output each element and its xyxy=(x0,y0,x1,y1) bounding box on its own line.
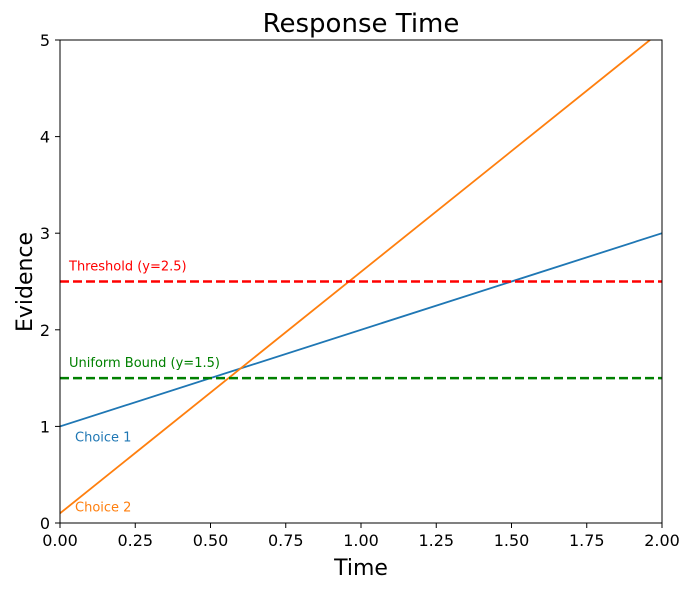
reference-line-label: Threshold (y=2.5) xyxy=(68,260,187,275)
x-tick-label: 1.50 xyxy=(494,531,530,550)
x-axis-label: Time xyxy=(333,556,388,581)
y-axis-label: Evidence xyxy=(13,232,38,332)
x-tick-label: 0.75 xyxy=(268,531,304,550)
x-tick-label: 2.00 xyxy=(644,531,680,550)
x-tick-label: 1.00 xyxy=(343,531,379,550)
reference-line-label: Uniform Bound (y=1.5) xyxy=(69,356,220,371)
chart-title: Response Time xyxy=(263,9,460,39)
x-tick-label: 0.00 xyxy=(42,531,78,550)
x-axis: 0.00 0.25 0.50 0.75 1.00 1.25 1.50 1.75 2.00 xyxy=(42,523,680,550)
x-tick-label: 0.50 xyxy=(193,531,229,550)
y-tick-label: 0 xyxy=(40,514,50,533)
series-label: Choice 1 xyxy=(75,430,131,445)
plot-content xyxy=(60,40,662,515)
y-tick-label: 1 xyxy=(40,417,50,436)
series-line-choice-2 xyxy=(60,40,651,515)
x-tick-label: 1.25 xyxy=(418,531,454,550)
x-tick-label: 0.25 xyxy=(117,531,153,550)
series-label: Choice 2 xyxy=(75,500,131,515)
x-tick-label: 1.75 xyxy=(569,531,605,550)
series-line-choice-1 xyxy=(60,232,662,428)
y-tick-label: 5 xyxy=(40,31,50,50)
y-tick-label: 4 xyxy=(40,128,50,147)
y-axis: 0 1 2 3 4 5 xyxy=(40,31,60,533)
y-tick-label: 3 xyxy=(40,224,50,243)
y-tick-label: 2 xyxy=(40,321,50,340)
plot-frame xyxy=(59,39,663,524)
